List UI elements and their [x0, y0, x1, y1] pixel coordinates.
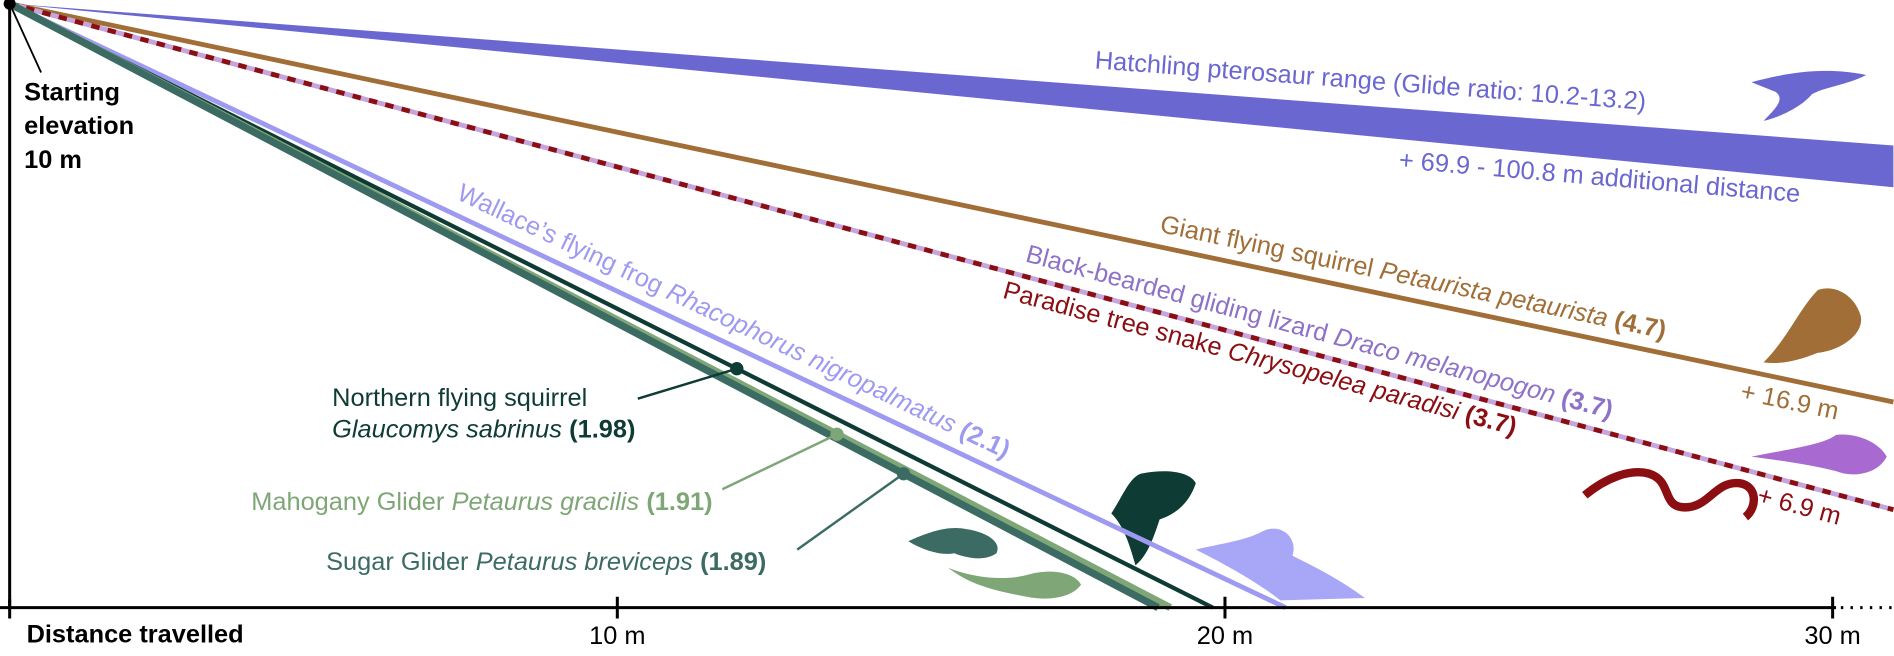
callout-dot	[896, 467, 911, 481]
silhouettes	[908, 70, 1887, 601]
series-species: Glaucomys sabrinus	[332, 415, 562, 443]
y-label: Starting	[24, 78, 120, 106]
series-ratio: (4.7)	[1612, 306, 1669, 344]
start-leader	[8, 3, 42, 73]
glide-path	[7, 0, 1160, 611]
series-ratio: (1.91)	[646, 488, 712, 516]
callout-leader	[721, 433, 838, 491]
callout-dot	[730, 362, 744, 376]
y-label: elevation	[24, 112, 134, 140]
series-label: Glaucomys sabrinus (1.98)	[332, 415, 635, 443]
series-species: Petaurista petaurista	[1377, 257, 1610, 333]
series-label: Giant flying squirrelPetaurista petauris…	[1158, 210, 1669, 344]
x-tick-label: 10 m	[589, 622, 645, 650]
glide-path	[8, 1, 1287, 610]
range-band	[9, 3, 1894, 188]
series-name: Northern flying squirrel	[332, 384, 587, 412]
x-tick-label: 30 m	[1804, 622, 1860, 650]
series-name: Sugar Glider	[326, 548, 469, 576]
series-name: Mahogany Glider	[251, 488, 445, 516]
series-species: Rhacophorus nigropalmatus	[662, 278, 961, 439]
glide-path	[9, 1, 1894, 513]
callout-dot	[830, 427, 844, 441]
start-point	[3, 0, 16, 10]
x-label: Distance travelled	[27, 621, 244, 649]
y-label: 10 m	[24, 146, 82, 174]
callout-leader	[637, 367, 738, 400]
series-ratio: (1.89)	[700, 548, 766, 576]
series-label: Sugar Glider Petaurus breviceps (1.89)	[326, 548, 766, 576]
glide-path	[9, 1, 1894, 405]
series-label: Mahogany Glider Petaurus gracilis (1.91)	[251, 488, 712, 516]
extra-distance: + 6.9 m	[1754, 482, 1844, 531]
x-tick-label: 20 m	[1197, 622, 1253, 650]
series-species: Petaurus gracilis	[452, 488, 640, 516]
callout-leader	[796, 472, 905, 551]
series-ratio: (1.98)	[569, 415, 635, 443]
series-ratio: (3.7)	[1558, 384, 1616, 425]
extra-distance: + 16.9 m	[1738, 378, 1841, 426]
series-species: Petaurus breviceps	[476, 548, 693, 576]
